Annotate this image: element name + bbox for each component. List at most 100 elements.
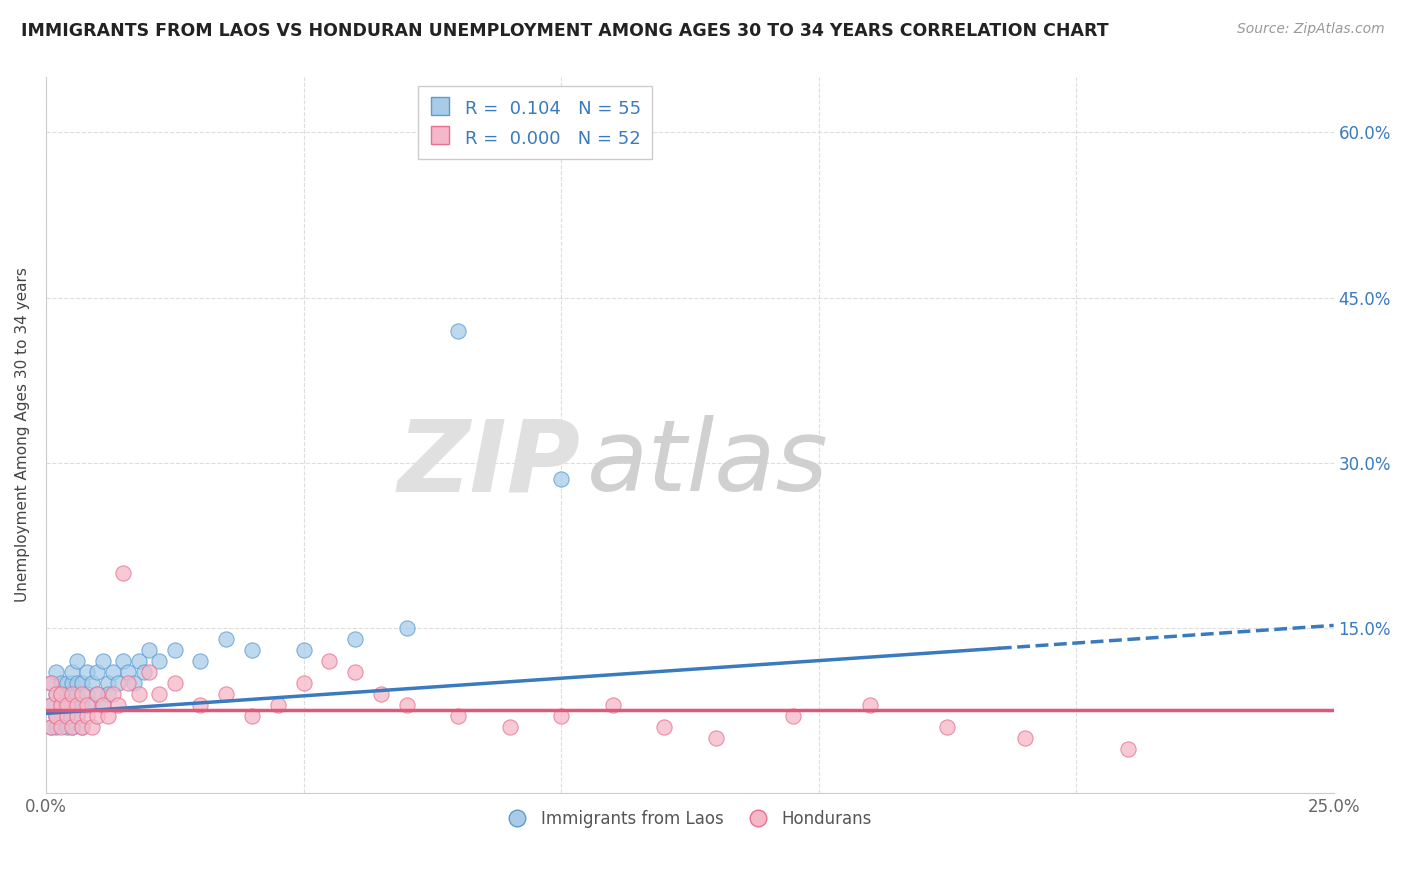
Point — [163, 675, 186, 690]
Point — [101, 665, 124, 679]
Text: IMMIGRANTS FROM LAOS VS HONDURAN UNEMPLOYMENT AMONG AGES 30 TO 34 YEARS CORRELAT: IMMIGRANTS FROM LAOS VS HONDURAN UNEMPLO… — [21, 22, 1109, 40]
Legend: Immigrants from Laos, Hondurans: Immigrants from Laos, Hondurans — [501, 803, 879, 834]
Point — [148, 687, 170, 701]
Point — [55, 687, 77, 701]
Point — [76, 687, 98, 701]
Point — [39, 698, 62, 712]
Point — [66, 698, 89, 712]
Point — [39, 720, 62, 734]
Point — [51, 687, 73, 701]
Point — [45, 708, 67, 723]
Point — [447, 708, 470, 723]
Point — [1014, 731, 1036, 745]
Point — [107, 675, 129, 690]
Point — [117, 665, 139, 679]
Point — [498, 720, 520, 734]
Point — [39, 675, 62, 690]
Text: ZIP: ZIP — [398, 415, 581, 512]
Point — [45, 708, 67, 723]
Text: Source: ZipAtlas.com: Source: ZipAtlas.com — [1237, 22, 1385, 37]
Point — [936, 720, 959, 734]
Point — [70, 687, 93, 701]
Point — [112, 654, 135, 668]
Point — [447, 324, 470, 338]
Point — [97, 687, 120, 701]
Point — [55, 698, 77, 712]
Point — [86, 687, 108, 701]
Point — [318, 654, 340, 668]
Point — [122, 675, 145, 690]
Point — [704, 731, 727, 745]
Point — [97, 708, 120, 723]
Point — [240, 708, 263, 723]
Point — [107, 698, 129, 712]
Point — [128, 654, 150, 668]
Point — [60, 675, 83, 690]
Point — [132, 665, 155, 679]
Point — [97, 675, 120, 690]
Y-axis label: Unemployment Among Ages 30 to 34 years: Unemployment Among Ages 30 to 34 years — [15, 268, 30, 602]
Point — [550, 708, 572, 723]
Point — [91, 698, 114, 712]
Point — [60, 698, 83, 712]
Point — [550, 472, 572, 486]
Point — [55, 675, 77, 690]
Point — [215, 687, 238, 701]
Point — [66, 687, 89, 701]
Point — [51, 720, 73, 734]
Point — [190, 654, 212, 668]
Point — [76, 708, 98, 723]
Point — [51, 698, 73, 712]
Text: atlas: atlas — [586, 415, 828, 512]
Point — [66, 708, 89, 723]
Point — [45, 720, 67, 734]
Point — [39, 698, 62, 712]
Point — [138, 642, 160, 657]
Point — [66, 708, 89, 723]
Point — [70, 720, 93, 734]
Point — [370, 687, 392, 701]
Point — [652, 720, 675, 734]
Point — [45, 665, 67, 679]
Point — [70, 720, 93, 734]
Point — [859, 698, 882, 712]
Point — [163, 642, 186, 657]
Point — [128, 687, 150, 701]
Point — [60, 665, 83, 679]
Point — [86, 687, 108, 701]
Point — [91, 698, 114, 712]
Point — [45, 708, 67, 723]
Point — [55, 720, 77, 734]
Point — [82, 720, 104, 734]
Point — [51, 708, 73, 723]
Point — [55, 708, 77, 723]
Point — [240, 642, 263, 657]
Point — [101, 687, 124, 701]
Point — [51, 687, 73, 701]
Point — [148, 654, 170, 668]
Point — [60, 720, 83, 734]
Point — [86, 665, 108, 679]
Point — [343, 632, 366, 646]
Point — [782, 708, 804, 723]
Point — [55, 708, 77, 723]
Point — [66, 675, 89, 690]
Point — [51, 698, 73, 712]
Point — [1116, 741, 1139, 756]
Point — [91, 654, 114, 668]
Point — [70, 698, 93, 712]
Point — [343, 665, 366, 679]
Point — [60, 687, 83, 701]
Point — [86, 708, 108, 723]
Point — [190, 698, 212, 712]
Point — [66, 654, 89, 668]
Point — [45, 687, 67, 701]
Point — [82, 675, 104, 690]
Point — [76, 665, 98, 679]
Point — [292, 642, 315, 657]
Point — [395, 621, 418, 635]
Point — [215, 632, 238, 646]
Point — [76, 698, 98, 712]
Point — [395, 698, 418, 712]
Point — [267, 698, 290, 712]
